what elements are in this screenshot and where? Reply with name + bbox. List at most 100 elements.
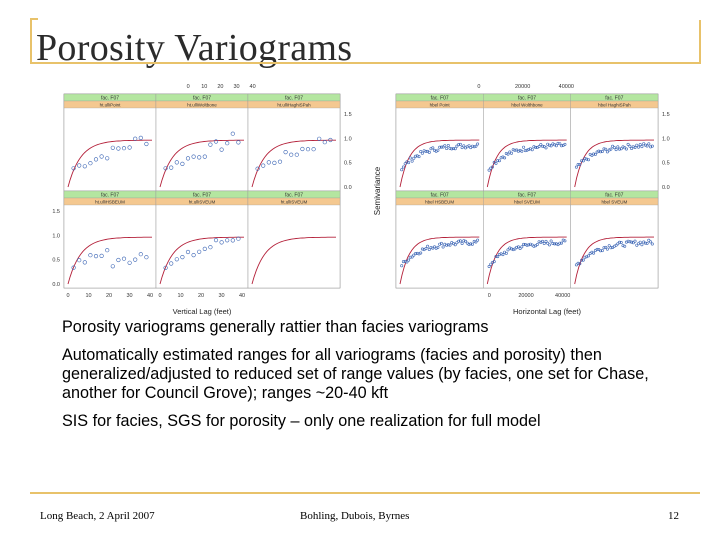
variogram-point	[407, 258, 411, 262]
variogram-point	[509, 151, 513, 155]
footer-rule	[30, 492, 700, 494]
variogram-point	[422, 149, 426, 153]
variogram-point	[403, 162, 407, 166]
variogram-point	[431, 146, 435, 150]
bullet-item: Porosity variograms generally rattier th…	[62, 318, 489, 336]
variogram-point	[208, 142, 213, 147]
model-curve	[67, 236, 152, 285]
panel-header-label: fac. F07	[285, 193, 303, 199]
variogram-point	[509, 247, 513, 251]
variogram-point	[453, 147, 457, 151]
top-tick-label: 40000	[559, 84, 574, 90]
variogram-panel	[483, 190, 571, 289]
variogram-point	[580, 258, 584, 262]
variogram-point	[400, 264, 404, 268]
variogram-point	[614, 148, 618, 152]
variogram-point	[197, 249, 202, 254]
top-tick-label: 30	[233, 84, 239, 90]
variogram-point	[592, 152, 596, 156]
bottom-tick-label: 0	[66, 293, 69, 299]
variogram-point	[650, 144, 654, 148]
variogram-point	[542, 242, 546, 246]
variogram-point	[426, 244, 430, 248]
variogram-point	[578, 262, 582, 266]
variogram-point	[255, 166, 260, 171]
empirical-points	[163, 131, 241, 171]
variogram-point	[626, 142, 630, 146]
variogram-panel	[63, 93, 157, 192]
panel-subheader-label: hbel HaghiSPah	[598, 103, 631, 108]
right-tick-label: 0.5	[344, 161, 352, 167]
variogram-point	[272, 160, 277, 165]
variogram-point	[631, 241, 635, 245]
variogram-point	[647, 238, 651, 242]
variogram-point	[595, 247, 599, 251]
variogram-point	[408, 156, 412, 160]
variogram-point	[476, 142, 480, 146]
variogram-point	[439, 241, 443, 245]
variogram-point	[82, 260, 87, 265]
variogram-point	[105, 248, 110, 253]
bottom-tick-label: 20	[198, 293, 204, 299]
left-tick-label: 0.0	[52, 282, 60, 288]
variogram-point	[511, 248, 515, 252]
right-tick-label: 1.0	[344, 136, 352, 142]
panel-subheader-label: ht.ulliWoltbone	[187, 103, 217, 108]
variogram-point	[636, 145, 640, 149]
right-tick-label: 0.0	[662, 185, 670, 191]
variogram-point	[602, 147, 606, 151]
variogram-panel	[395, 93, 484, 192]
variogram-point	[169, 165, 174, 170]
variogram-point	[436, 245, 440, 249]
variogram-point	[427, 248, 431, 252]
variogram-point	[523, 149, 527, 153]
variogram-point	[467, 243, 471, 247]
bottom-tick-label: 40	[239, 293, 245, 299]
panel-header-label: fac. F07	[518, 96, 536, 102]
model-curve	[574, 236, 654, 285]
variogram-point	[462, 239, 466, 243]
variogram-point	[494, 161, 498, 165]
variogram-point	[547, 243, 551, 247]
panel-header-label: fac. F07	[101, 193, 119, 199]
variogram-point	[544, 146, 548, 150]
panel-subheader-label: hbel HSBEUM	[425, 200, 454, 205]
variogram-point	[496, 159, 500, 163]
variogram-point	[470, 144, 474, 148]
variogram-point	[144, 141, 149, 147]
variogram-point	[446, 144, 450, 148]
bullet-item: SIS for facies, SGS for porosity – only …	[62, 412, 541, 430]
variogram-point	[574, 165, 578, 169]
variogram-point	[504, 152, 508, 156]
model-curve	[486, 139, 567, 188]
empirical-points	[574, 238, 654, 267]
variogram-point	[443, 144, 447, 148]
panel-subheader-label: ht.ulliSVEUM	[189, 200, 216, 205]
variogram-panel	[570, 93, 659, 192]
panel-header-label: fac. F07	[431, 193, 449, 199]
variogram-point	[405, 260, 409, 264]
variogram-point	[522, 242, 526, 246]
variogram-point	[586, 254, 590, 258]
variogram-point	[506, 152, 510, 156]
title-corner-tick	[30, 18, 38, 20]
variogram-point	[420, 151, 424, 155]
variogram-point	[616, 242, 620, 246]
variogram-point	[628, 240, 632, 244]
variogram-point	[230, 131, 235, 136]
variogram-point	[401, 260, 405, 264]
variogram-point	[457, 239, 461, 243]
variogram-point	[578, 163, 582, 167]
variogram-point	[448, 146, 452, 150]
variogram-point	[607, 244, 611, 248]
panel-subheader-label: hbel Wolthbone	[511, 103, 543, 108]
top-tick-label: 0	[477, 84, 480, 90]
variogram-point	[598, 249, 602, 253]
variogram-point	[623, 244, 627, 248]
panel-subheader-strip	[247, 197, 341, 206]
right-tick-label: 0.5	[662, 161, 670, 167]
variogram-point	[191, 253, 196, 258]
variogram-point	[497, 159, 501, 163]
variogram-point	[515, 245, 519, 249]
variogram-point	[445, 243, 449, 247]
